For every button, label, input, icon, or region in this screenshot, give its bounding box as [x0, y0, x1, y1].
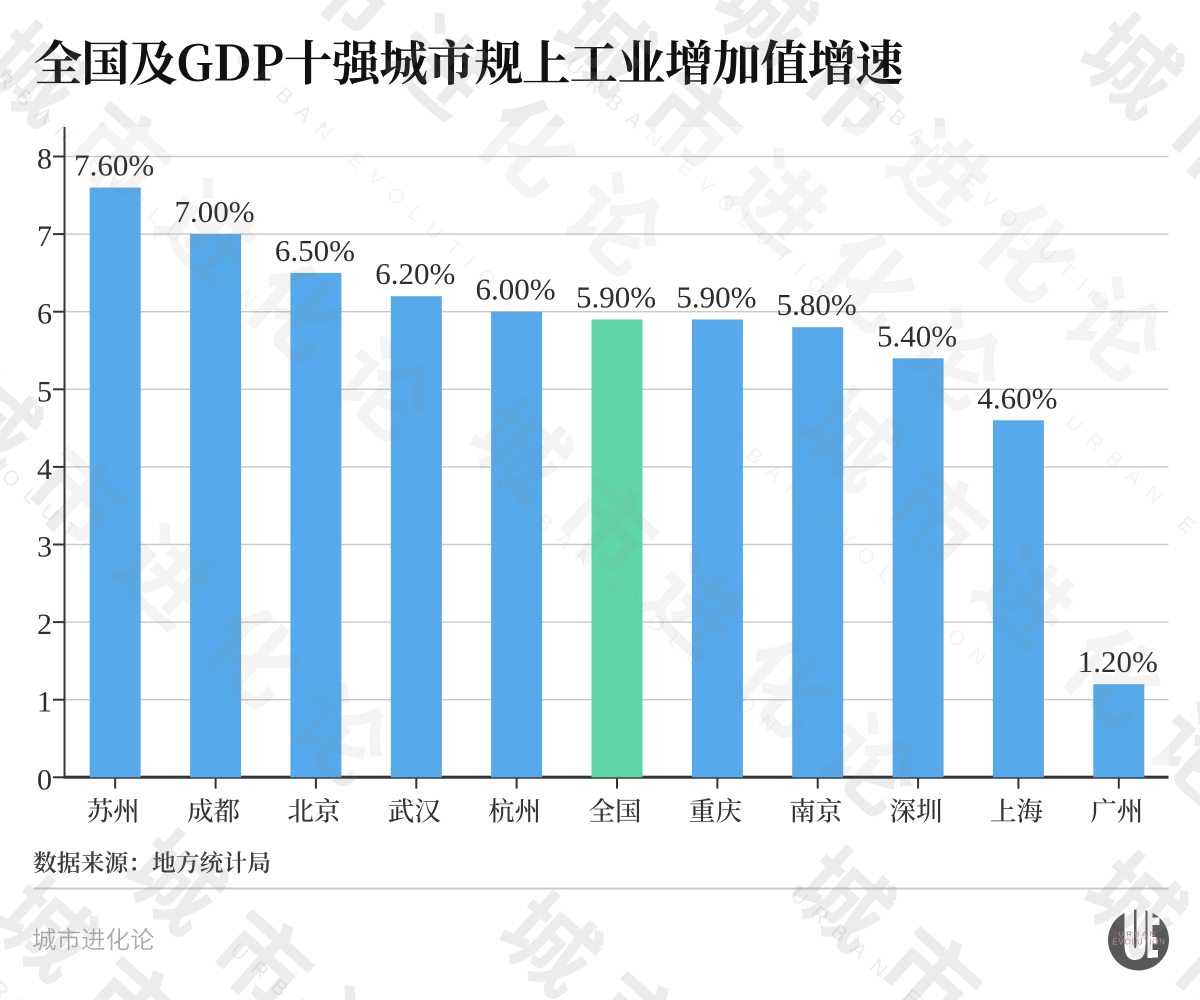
svg-text:URBAN EVOLUTION: URBAN EVOLUTION	[1061, 411, 1200, 683]
svg-text:8: 8	[37, 143, 52, 176]
svg-text:6.50%: 6.50%	[275, 233, 355, 268]
svg-text:1: 1	[37, 686, 52, 719]
svg-text:6.00%: 6.00%	[476, 272, 556, 307]
svg-text:5.90%: 5.90%	[576, 280, 656, 315]
svg-text:7: 7	[37, 220, 52, 253]
svg-text:3: 3	[37, 531, 52, 564]
svg-text:4.60%: 4.60%	[977, 380, 1057, 415]
svg-text:5.80%: 5.80%	[777, 287, 857, 322]
svg-text:2: 2	[37, 608, 52, 641]
svg-text:6.20%: 6.20%	[375, 256, 455, 291]
svg-text:0: 0	[37, 763, 52, 796]
svg-text:URBAN EVOLUTION: URBAN EVOLUTION	[1061, 411, 1200, 683]
svg-text:4: 4	[37, 453, 52, 486]
svg-text:6: 6	[37, 298, 52, 331]
svg-text:5: 5	[37, 375, 52, 408]
svg-text:5.90%: 5.90%	[676, 280, 756, 315]
